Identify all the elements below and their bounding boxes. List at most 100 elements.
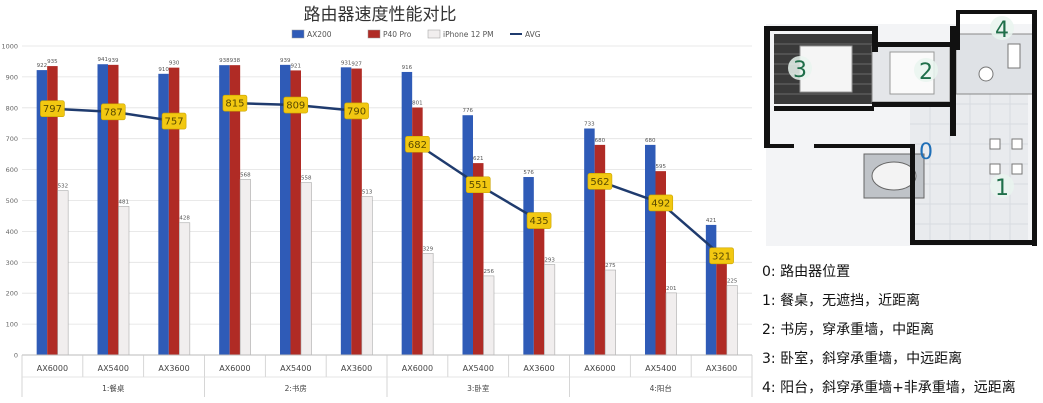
- avg-label-box-3: [222, 94, 248, 112]
- avg-label-11: 321: [712, 251, 731, 262]
- avg-label-box-5: [344, 102, 369, 120]
- x-group-label-2: 3:卧室: [467, 383, 490, 393]
- bar-label-ax200-7: 776: [463, 108, 474, 114]
- marker-0: 0: [919, 140, 933, 165]
- bathroom: [955, 33, 1037, 95]
- floor-plan: 0 1 2 3 4: [760, 4, 1043, 250]
- bar-iphone-9: [604, 269, 616, 356]
- x-tick-label-0: AX6000: [37, 364, 68, 373]
- bar-label-iphone-8: 293: [544, 257, 555, 263]
- bar-ax200-3: [219, 65, 230, 356]
- avg-label-box-11: [709, 247, 734, 265]
- note-dining: 1: 餐桌，无遮挡，近距离: [762, 293, 921, 309]
- y-tick-label-10: 1000: [1, 43, 18, 51]
- dining-chairs: [989, 138, 1023, 175]
- bar-label-iphone-4: 558: [301, 176, 312, 182]
- bar-p40-5: [351, 68, 362, 355]
- y-tick-label-3: 300: [6, 259, 18, 267]
- bar-label-ax200-4: 939: [280, 58, 291, 64]
- bar-label-p40-2: 930: [169, 61, 180, 67]
- bar-label-ax200-11: 421: [706, 218, 717, 224]
- bar-label-iphone-10: 201: [666, 286, 677, 292]
- bar-iphone-3: [239, 179, 251, 356]
- avg-label-box-1: [100, 103, 126, 121]
- avg-label-10: 492: [651, 198, 670, 209]
- bar-p40-0: [47, 66, 58, 356]
- bar-p40-9: [594, 144, 606, 355]
- avg-label-box-8: [526, 212, 552, 229]
- y-tick-label-8: 800: [6, 104, 18, 112]
- bar-p40-3: [229, 65, 241, 356]
- x-tick-label-5: AX3600: [341, 364, 372, 373]
- x-tick-label-4: AX5400: [280, 364, 311, 373]
- bar-ax200-0: [36, 70, 48, 356]
- bar-ax200-1: [97, 64, 108, 355]
- bar-p40-4: [290, 70, 301, 355]
- marker-4-glow: [990, 16, 1014, 40]
- bar-ax200-8: [523, 177, 534, 355]
- legend-swatch-0: [291, 29, 305, 39]
- bar-iphone-5: [361, 196, 373, 356]
- avg-label-2: 757: [165, 117, 184, 128]
- marker-3-glow: [788, 56, 812, 80]
- bar-iphone-6: [422, 253, 434, 356]
- note-bedroom: 3: 卧室，斜穿承重墙，中远距离: [762, 351, 963, 367]
- bar-label-p40-4: 921: [291, 63, 302, 69]
- speed-chart: 路由器速度性能对比 AX200 P40 Pro iPhone 12 PM AVG 0 100…: [1, 5, 753, 397]
- bar-label-ax200-0: 922: [37, 63, 48, 69]
- bar-label-iphone-5: 513: [362, 189, 373, 195]
- bar-ax200-10: [645, 144, 656, 355]
- bar-iphone-1: [118, 206, 130, 356]
- note-study: 2: 书房，穿承重墙，中距离: [762, 322, 935, 338]
- avg-label-7: 551: [469, 180, 488, 191]
- avg-label-box-0: [40, 100, 65, 118]
- bar-label-iphone-1: 481: [119, 199, 130, 205]
- toilet-icon: [1007, 43, 1021, 69]
- y-tick-label-7: 700: [6, 135, 18, 143]
- avg-label-1: 787: [104, 107, 123, 118]
- bar-iphone-4: [300, 182, 312, 356]
- bar-label-iphone-7: 256: [484, 269, 495, 275]
- bar-ax200-6: [401, 71, 413, 356]
- marker-1-glow: [990, 174, 1014, 198]
- y-tick-label-1: 100: [6, 321, 18, 329]
- bar-label-ax200-1: 941: [98, 57, 109, 63]
- bar-iphone-7: [483, 275, 495, 356]
- bar-label-ax200-9: 733: [584, 122, 595, 128]
- avg-label-box-7: [465, 176, 491, 194]
- bar-label-iphone-3: 568: [240, 172, 251, 178]
- walls: [764, 10, 1037, 246]
- bar-iphone-0: [57, 190, 69, 356]
- bar-label-iphone-9: 275: [605, 263, 616, 269]
- x-tick-label-11: AX3600: [706, 364, 737, 373]
- y-tick-label-5: 500: [6, 197, 18, 205]
- legend-swatch-2: [427, 29, 441, 39]
- x-tick-label-1: AX5400: [98, 364, 129, 373]
- bar-label-ax200-3: 938: [219, 58, 230, 64]
- bar-ax200-7: [462, 115, 473, 355]
- bar-ax200-5: [340, 67, 352, 356]
- marker-2: 2: [919, 60, 933, 85]
- sink-icon: [978, 66, 994, 82]
- avg-label-3: 815: [225, 99, 244, 110]
- bar-label-p40-9: 680: [595, 138, 606, 144]
- bar-p40-10: [655, 171, 666, 355]
- x-tick-label-8: AX3600: [523, 364, 554, 373]
- bar-label-iphone-6: 329: [423, 246, 434, 252]
- avg-label-0: 797: [43, 104, 62, 115]
- avg-label-8: 435: [530, 216, 549, 227]
- bar-label-p40-6: 801: [412, 100, 423, 106]
- bar-p40-7: [473, 163, 484, 355]
- bar-label-ax200-10: 680: [645, 138, 656, 144]
- bar-ax200-11: [705, 224, 717, 355]
- bar-p40-11: [716, 261, 727, 355]
- x-group-label-0: 1:餐桌: [102, 383, 125, 393]
- bar-label-ax200-8: 576: [523, 170, 534, 176]
- bar-label-ax200-6: 916: [402, 65, 413, 71]
- position-markers: 0 1 2 3 4: [788, 16, 1014, 201]
- speed-chart-svg: 路由器速度性能对比 AX200 P40 Pro iPhone 12 PM AVG 0 100…: [1, 5, 753, 397]
- legend-swatch-1: [367, 29, 381, 39]
- x-group-label-1: 2:书房: [285, 383, 307, 393]
- legend-label-3: AVG: [525, 30, 541, 39]
- bar-ax200-9: [584, 128, 595, 355]
